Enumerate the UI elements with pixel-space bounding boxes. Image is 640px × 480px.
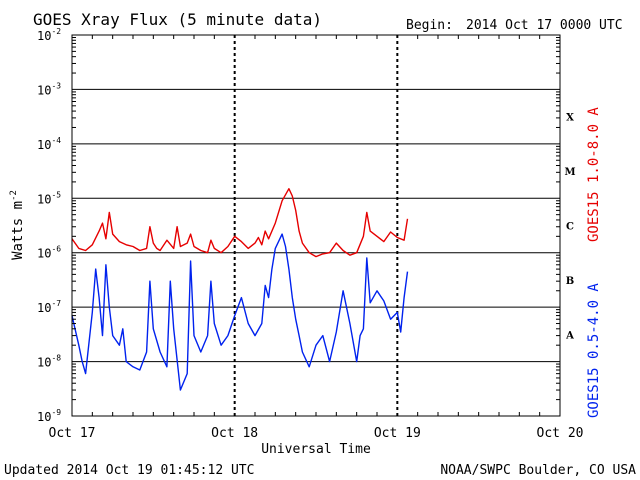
x-tick-label: Oct 19 xyxy=(374,426,421,441)
y-tick-label: 10-9 xyxy=(37,408,61,424)
begin-value: 2014 Oct 17 0000 UTC xyxy=(466,18,623,33)
gridlines xyxy=(72,35,560,416)
x-axis-label: Universal Time xyxy=(261,442,371,457)
series-line-short xyxy=(71,233,409,391)
y-tick-label: 10-3 xyxy=(37,81,61,97)
series-lines xyxy=(71,187,409,391)
begin-label: Begin: xyxy=(406,18,453,33)
y-tick-label: 10-5 xyxy=(37,190,61,206)
updated-timestamp: Updated 2014 Oct 19 01:45:12 UTC xyxy=(4,463,254,478)
flare-class-label: A xyxy=(565,330,574,341)
flare-class-label: B xyxy=(566,276,574,287)
credit: NOAA/SWPC Boulder, CO USA xyxy=(440,463,636,478)
flare-class-label: C xyxy=(566,222,574,233)
x-tick-label: Oct 17 xyxy=(49,426,96,441)
x-tick-label: Oct 20 xyxy=(537,426,584,441)
y-axis-label: Watts m-2 xyxy=(9,190,26,260)
flare-class-label: X xyxy=(566,113,574,124)
axis-ticks: 10-2 10-3 10-4 10-5 10-6 10-7 10-8 10-9 Oct 17 Oc… xyxy=(37,27,583,441)
y-tick-label: 10-6 xyxy=(37,245,61,261)
y-axis-label-base: Watts m xyxy=(10,201,26,260)
y-tick-label: 10-2 xyxy=(37,27,61,43)
flare-class-label: M xyxy=(564,167,575,178)
x-tick-label: Oct 18 xyxy=(211,426,258,441)
y-tick-label: 10-4 xyxy=(37,136,61,152)
y-tick-label: 10-7 xyxy=(37,299,61,315)
y-axis-label-exp: -2 xyxy=(9,190,19,201)
chart-title: GOES Xray Flux (5 minute data) xyxy=(33,10,322,29)
svg-text:Watts m-2: Watts m-2 xyxy=(9,190,26,260)
plot-frame xyxy=(71,34,561,417)
y-tick-label: 10-8 xyxy=(37,354,61,370)
series-line-long xyxy=(71,187,409,258)
legend-series-long: GOES15 1.0-8.0 A xyxy=(586,107,602,242)
legend-series-short: GOES15 0.5-4.0 A xyxy=(586,283,602,418)
